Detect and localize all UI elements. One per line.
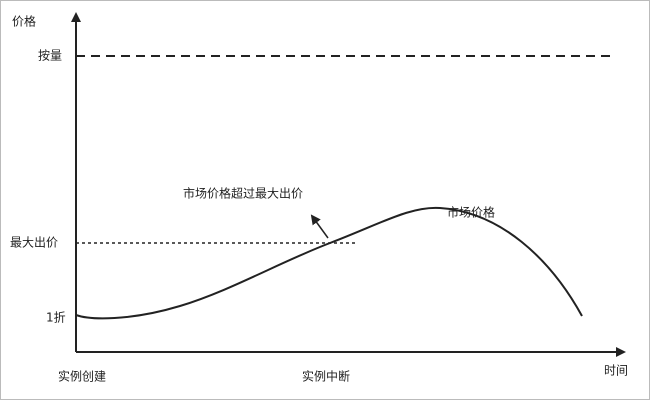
annotation-arrow [310,214,329,239]
level-label: 1折 [46,310,66,325]
price-curve [75,206,583,320]
level-label: 按量 [38,49,62,63]
curve-label: 市场价格 [447,205,495,220]
x-label: 实例中断 [302,369,350,384]
x-label: 实例创建 [58,369,106,384]
x-axis-label: 时间 [604,364,628,378]
annotation: 市场价格超过最大出价 [183,186,303,201]
level-label: 最大出价 [10,236,58,250]
y-axis-label: 价格 [12,14,36,29]
